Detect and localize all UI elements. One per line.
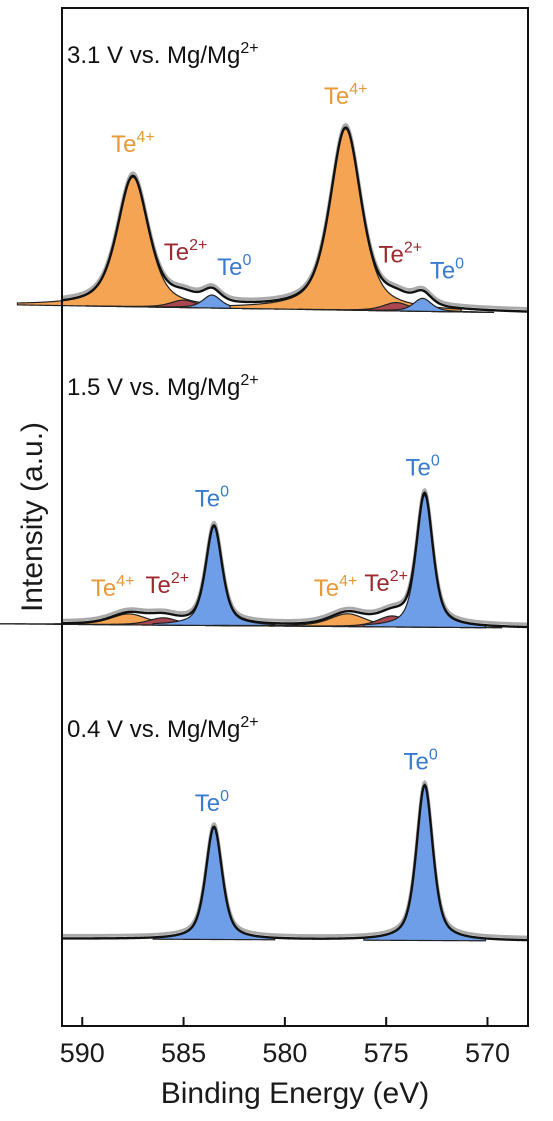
x-tick-label: 590 bbox=[60, 1038, 105, 1068]
x-tick-label: 575 bbox=[364, 1038, 409, 1068]
peak-label-Te0: Te0 bbox=[403, 746, 437, 775]
x-tick-label: 580 bbox=[262, 1038, 307, 1068]
peak-label-Te0: Te0 bbox=[195, 788, 229, 817]
x-axis-label: Binding Energy (eV) bbox=[161, 1077, 429, 1110]
peak-label-Te2plus: Te2+ bbox=[364, 568, 408, 597]
peak-label-Te2plus: Te2+ bbox=[379, 240, 423, 269]
panel-3: 0.4 V vs. Mg/Mg2+ Te0 Te0 bbox=[62, 714, 529, 942]
fit-line bbox=[61, 491, 529, 629]
plot-frame bbox=[61, 7, 529, 1027]
panel-label: 0.4 V vs. Mg/Mg2+ bbox=[67, 714, 259, 743]
x-tick-label: 585 bbox=[161, 1038, 206, 1068]
peak-Te4plus-4 bbox=[229, 128, 462, 313]
peak-Te0-1 bbox=[152, 826, 276, 941]
peak-Te0-2 bbox=[363, 784, 487, 942]
panels-layer: 3.1 V vs. Mg/Mg2+Te4+Te2+Te0Te4+Te2+Te01… bbox=[0, 40, 529, 942]
peak-label-Te4plus: Te4+ bbox=[111, 129, 155, 158]
peak-Te0-6 bbox=[355, 297, 491, 314]
panel-label: 1.5 V vs. Mg/Mg2+ bbox=[67, 372, 259, 401]
peak-label-Te0: Te0 bbox=[430, 255, 464, 284]
x-tick-label: 570 bbox=[465, 1038, 510, 1068]
peak-label-Te0: Te0 bbox=[406, 452, 440, 481]
peak-Te0-6 bbox=[363, 494, 487, 629]
y-axis-label: Intensity (a.u.) bbox=[16, 422, 49, 612]
peak-label-Te4plus: Te4+ bbox=[324, 81, 368, 110]
fit-line bbox=[61, 126, 529, 313]
envelope-line bbox=[62, 779, 529, 939]
x-axis-ticks: 590 585 580 575 570 bbox=[60, 1017, 510, 1068]
fit-line bbox=[62, 783, 529, 942]
panel-label: 3.1 V vs. Mg/Mg2+ bbox=[67, 40, 259, 69]
peak-label-Te2plus: Te2+ bbox=[146, 570, 190, 599]
peak-label-Te4plus: Te4+ bbox=[314, 573, 358, 602]
peak-label-Te0: Te0 bbox=[217, 252, 251, 281]
peak-label-Te2plus: Te2+ bbox=[164, 237, 208, 266]
peak-label-Te0: Te0 bbox=[195, 484, 229, 513]
peak-label-Te4plus: Te4+ bbox=[91, 573, 135, 602]
envelope-line bbox=[61, 487, 529, 626]
